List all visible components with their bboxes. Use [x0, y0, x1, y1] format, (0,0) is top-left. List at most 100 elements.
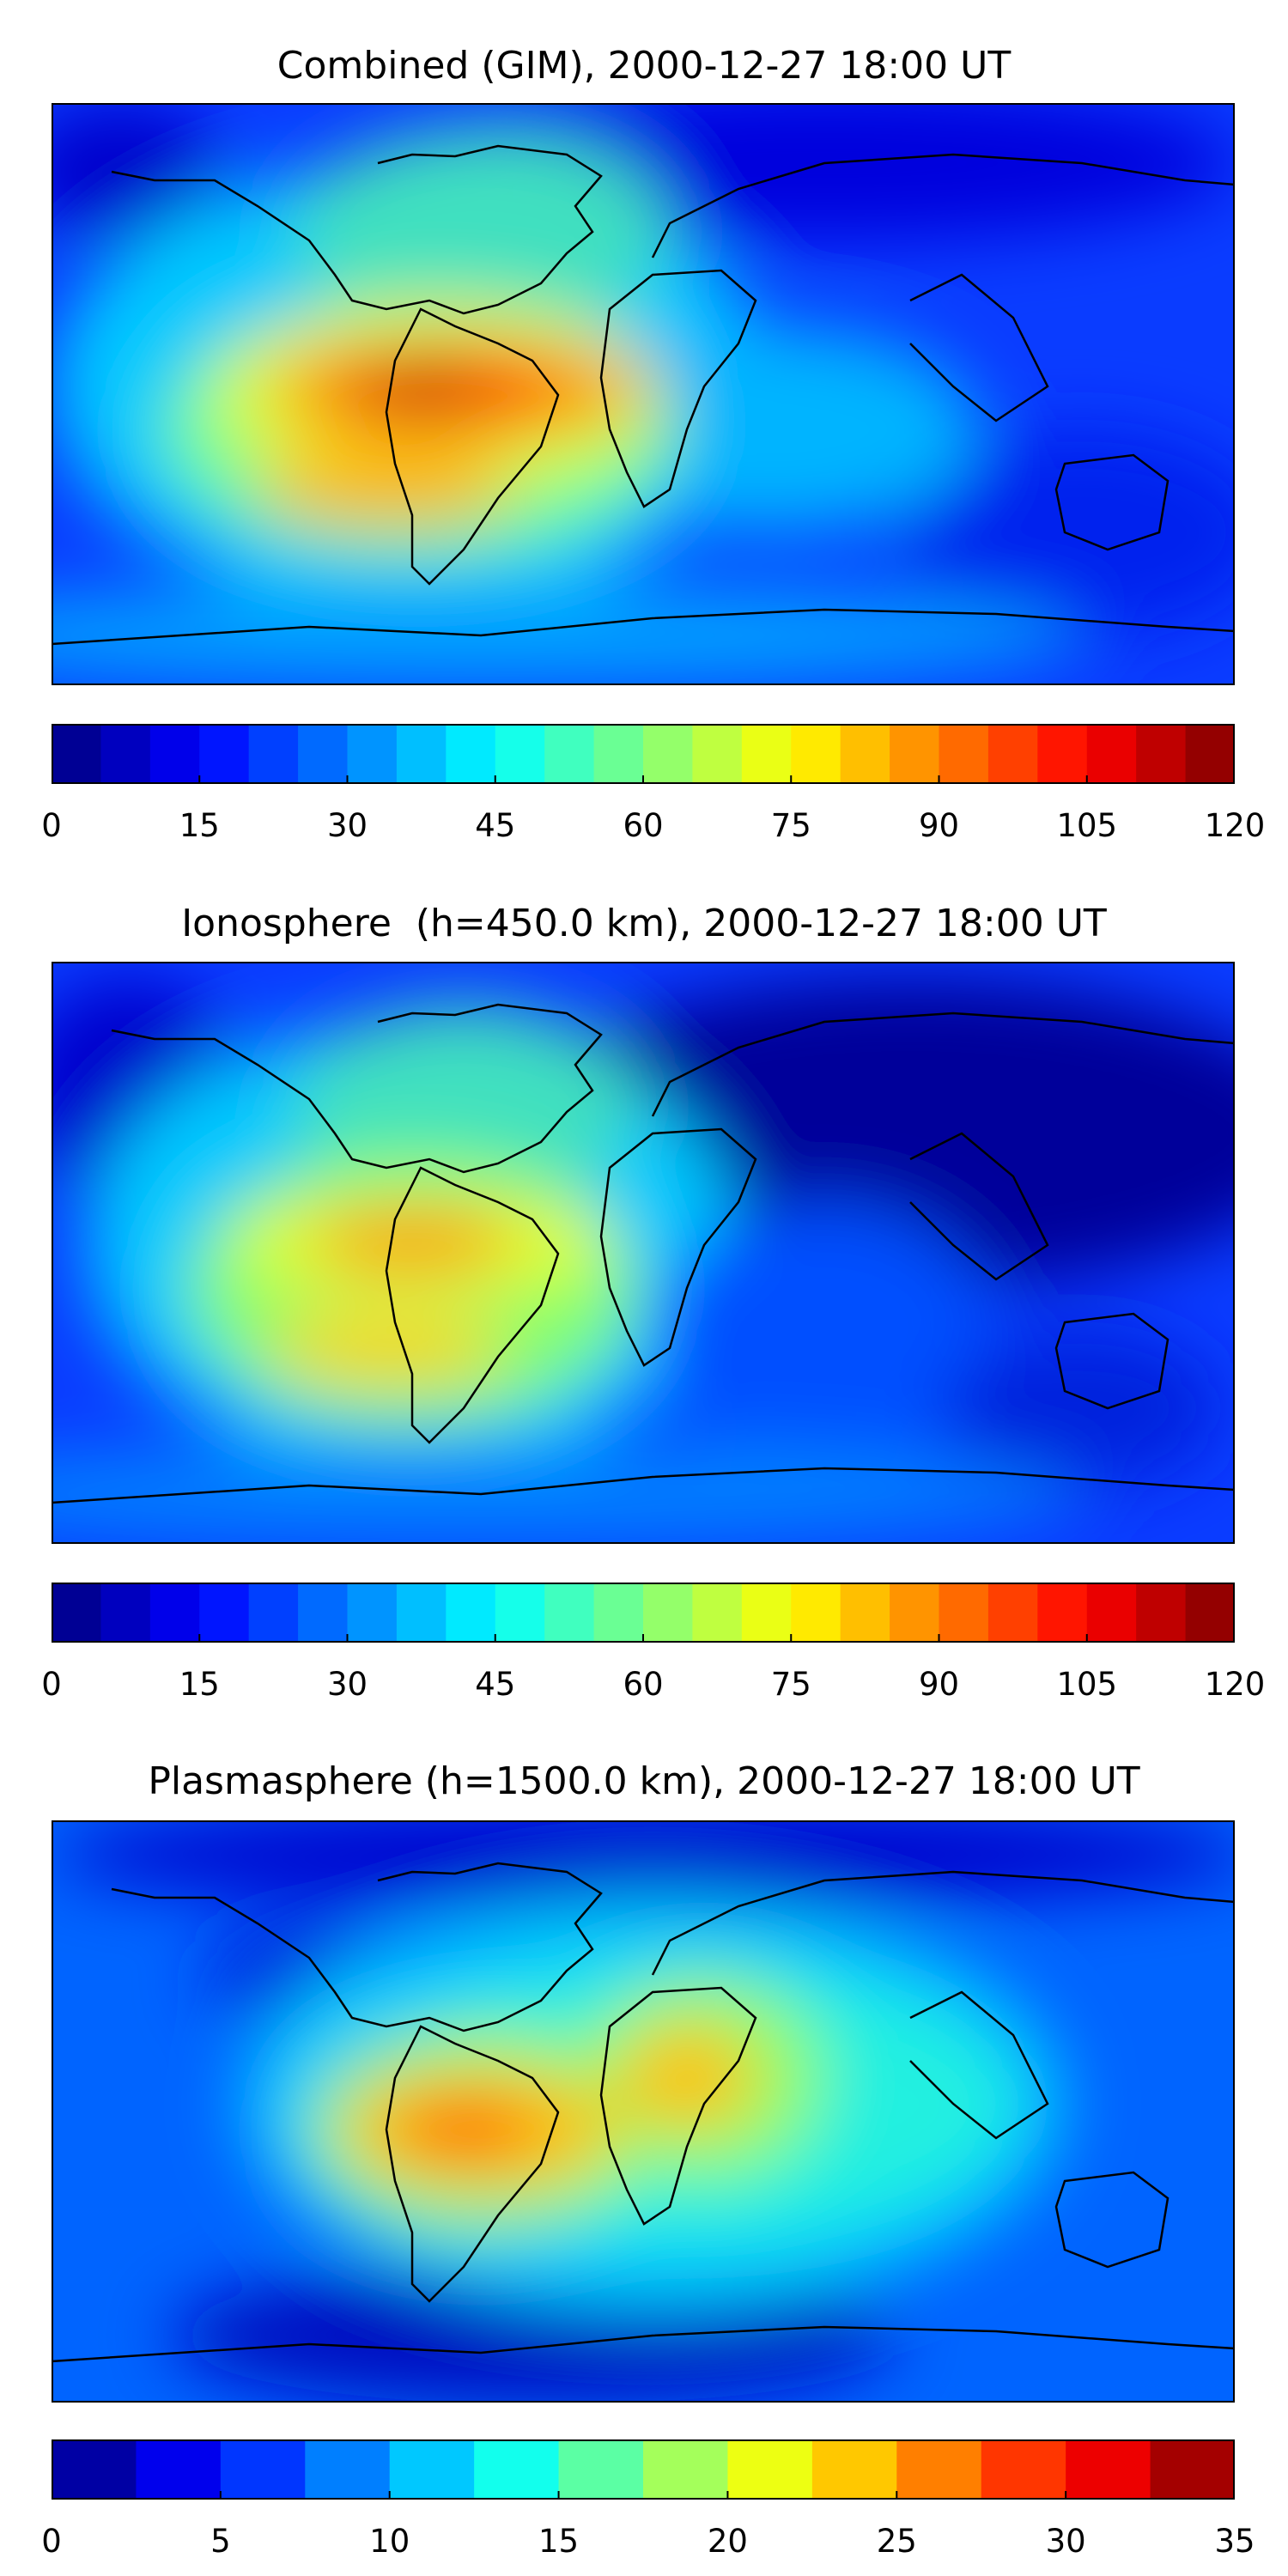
colorbar-tick-label: 0 — [41, 1666, 62, 1703]
colorbar-segment — [987, 724, 1038, 784]
colorbar-tick-label: 75 — [770, 1666, 811, 1703]
colorbar-tick-label: 30 — [326, 1666, 368, 1703]
colorbar-tick-label: 75 — [770, 807, 811, 844]
colorbar-tick-label: 30 — [1045, 2523, 1086, 2560]
colorbar-segment — [446, 1583, 496, 1643]
colorbar-segment — [149, 1583, 200, 1643]
colorbar-segment — [1136, 724, 1187, 784]
colorbar-segment — [643, 1583, 694, 1643]
colorbar-segment — [100, 1583, 151, 1643]
colorbar-tick-label: 20 — [707, 2523, 748, 2560]
colorbar-tick-label: 35 — [1214, 2523, 1255, 2560]
colorbar-segment — [741, 1583, 792, 1643]
colorbar-segment — [396, 1583, 447, 1643]
colorbar-segment — [890, 1583, 940, 1643]
colorbar-tick-label: 5 — [210, 2523, 231, 2560]
colorbar-segment — [389, 2439, 475, 2500]
colorbar-tick-label: 15 — [538, 2523, 580, 2560]
colorbar-segment — [136, 2439, 222, 2500]
colorbar-segment — [727, 2439, 813, 2500]
colorbar-segment — [1150, 2439, 1235, 2500]
coastline-3 — [52, 1862, 1235, 2363]
colorbar-segment — [495, 724, 545, 784]
colorbar-segment — [52, 724, 102, 784]
colorbar-segment — [396, 724, 447, 784]
colorbar-segment — [347, 1583, 398, 1643]
colorbar-tick-label: 15 — [179, 807, 220, 844]
colorbar-segment — [1066, 2439, 1151, 2500]
colorbar-segment — [298, 724, 349, 784]
colorbar-segment — [811, 2439, 897, 2500]
panel-1-frame — [52, 103, 1235, 685]
colorbar-segment — [248, 724, 299, 784]
colorbar-segment — [643, 2439, 729, 2500]
colorbar-segment — [939, 724, 989, 784]
colorbar-tick-label: 15 — [179, 1666, 220, 1703]
colorbar-segment — [840, 1583, 890, 1643]
colorbar-segment — [791, 724, 841, 784]
panel-2-colorbar — [52, 1583, 1235, 1643]
colorbar-frame — [52, 2439, 1235, 2500]
panel-2-colorbar-ticks: 0 15 30 45 60 75 90 105 120 — [0, 1666, 1288, 1709]
colorbar-tick-label: 60 — [623, 807, 664, 844]
colorbar-segment — [149, 724, 200, 784]
colorbar-tick-label: 30 — [326, 807, 368, 844]
colorbar-segment — [199, 724, 250, 784]
colorbar-segment — [1136, 1583, 1187, 1643]
colorbar-segment — [495, 1583, 545, 1643]
colorbar-segment — [890, 724, 940, 784]
panel-3-frame — [52, 1820, 1235, 2403]
colorbar-segment — [199, 1583, 250, 1643]
panel-3-map — [52, 1820, 1235, 2403]
panel-3-colorbar-ticks: 0 5 10 15 20 25 30 35 — [0, 2523, 1288, 2566]
colorbar-segment — [981, 2439, 1066, 2500]
panel-2-frame — [52, 962, 1235, 1544]
colorbar-segment — [446, 724, 496, 784]
colorbar-segment — [1037, 1583, 1088, 1643]
coastline-2 — [52, 1003, 1235, 1504]
panel-1-map — [52, 103, 1235, 685]
colorbar-segment — [347, 724, 398, 784]
colorbar-segment — [593, 724, 644, 784]
colorbar-segment — [298, 1583, 349, 1643]
colorbar-tick-label: 105 — [1056, 1666, 1118, 1703]
colorbar-segment — [987, 1583, 1038, 1643]
colorbar-tick-label: 45 — [475, 807, 516, 844]
colorbar-tick-label: 90 — [918, 807, 960, 844]
colorbar-segment — [1086, 1583, 1137, 1643]
colorbar-segment — [248, 1583, 299, 1643]
panel-2-title: Ionosphere (h=450.0 km), 2000-12-27 18:0… — [181, 902, 1107, 945]
colorbar-tick-label: 10 — [369, 2523, 410, 2560]
panel-2-map — [52, 962, 1235, 1544]
colorbar-segment — [1037, 724, 1088, 784]
colorbar-segment — [558, 2439, 644, 2500]
colorbar-segment — [692, 724, 743, 784]
colorbar-tick-label: 105 — [1056, 807, 1118, 844]
colorbar-segment — [692, 1583, 743, 1643]
colorbar-segment — [220, 2439, 306, 2500]
colorbar-tick-label: 45 — [475, 1666, 516, 1703]
colorbar-tick-label: 60 — [623, 1666, 664, 1703]
coastline-1 — [52, 144, 1235, 646]
panel-1-title: Combined (GIM), 2000-12-27 18:00 UT — [276, 44, 1012, 88]
colorbar-segment — [741, 724, 792, 784]
colorbar-segment — [896, 2439, 982, 2500]
colorbar-segment — [593, 1583, 644, 1643]
colorbar-segment — [544, 724, 595, 784]
colorbar-segment — [52, 2439, 137, 2500]
colorbar-tick-label: 0 — [41, 2523, 62, 2560]
panel-1-colorbar-ticks: 0 15 30 45 60 75 90 105 120 — [0, 807, 1288, 850]
panel-1-colorbar — [52, 724, 1235, 784]
colorbar-segment — [100, 724, 151, 784]
panel-3-colorbar — [52, 2439, 1235, 2500]
colorbar-segment — [840, 724, 890, 784]
colorbar-segment — [52, 1583, 102, 1643]
colorbar-segment — [791, 1583, 841, 1643]
colorbar-segment — [1185, 724, 1235, 784]
colorbar-tick-label: 90 — [918, 1666, 960, 1703]
colorbar-tick-label: 120 — [1204, 1666, 1266, 1703]
colorbar-segment — [305, 2439, 391, 2500]
colorbar-segment — [643, 724, 694, 784]
colorbar-segment — [1185, 1583, 1235, 1643]
colorbar-tick-label: 0 — [41, 807, 62, 844]
